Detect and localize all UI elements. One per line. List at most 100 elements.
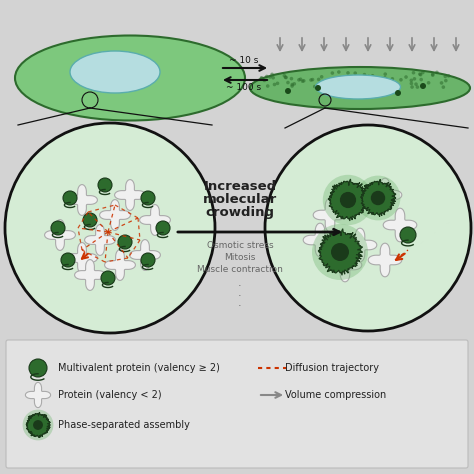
Circle shape [276, 82, 279, 85]
Circle shape [399, 78, 403, 82]
Circle shape [385, 78, 389, 81]
Circle shape [268, 75, 272, 79]
Polygon shape [318, 228, 363, 275]
Circle shape [412, 71, 415, 74]
Circle shape [329, 78, 333, 82]
Text: molecular: molecular [203, 193, 277, 206]
Circle shape [337, 85, 340, 88]
Circle shape [320, 75, 323, 79]
Polygon shape [84, 225, 115, 255]
Circle shape [176, 156, 183, 164]
Text: .: . [238, 278, 242, 288]
Circle shape [341, 82, 345, 85]
Circle shape [410, 85, 414, 89]
Polygon shape [343, 228, 377, 262]
Circle shape [391, 77, 394, 81]
Circle shape [284, 75, 287, 79]
Circle shape [331, 243, 349, 261]
Polygon shape [328, 183, 362, 217]
Circle shape [312, 224, 368, 280]
Circle shape [342, 82, 346, 85]
Circle shape [97, 159, 103, 166]
Circle shape [367, 74, 371, 78]
Circle shape [301, 80, 304, 83]
Circle shape [435, 71, 439, 74]
Circle shape [340, 192, 356, 208]
Circle shape [383, 73, 387, 76]
Polygon shape [140, 205, 170, 236]
Polygon shape [105, 250, 136, 281]
Circle shape [283, 74, 286, 77]
Ellipse shape [250, 67, 470, 109]
Circle shape [292, 82, 296, 86]
Text: .: . [238, 298, 242, 308]
Circle shape [363, 73, 366, 76]
Circle shape [330, 71, 334, 75]
Circle shape [372, 82, 376, 85]
Circle shape [346, 82, 349, 86]
Text: .: . [238, 288, 242, 298]
Polygon shape [328, 248, 362, 282]
Circle shape [5, 123, 215, 333]
Circle shape [260, 76, 264, 80]
Circle shape [447, 74, 450, 78]
Circle shape [98, 178, 112, 192]
Circle shape [260, 77, 263, 81]
Circle shape [51, 221, 65, 235]
Polygon shape [67, 243, 97, 273]
Polygon shape [328, 179, 368, 221]
Polygon shape [100, 200, 130, 230]
Circle shape [141, 191, 155, 205]
Circle shape [370, 85, 374, 89]
Circle shape [29, 359, 47, 377]
Circle shape [440, 81, 443, 85]
Polygon shape [129, 239, 160, 270]
Circle shape [23, 410, 54, 440]
Circle shape [359, 83, 363, 87]
Circle shape [83, 213, 97, 227]
Circle shape [420, 83, 426, 89]
Polygon shape [67, 184, 97, 215]
Circle shape [418, 73, 422, 76]
Circle shape [358, 82, 361, 86]
Circle shape [297, 78, 301, 82]
Polygon shape [26, 412, 50, 438]
Circle shape [313, 85, 317, 88]
Circle shape [431, 73, 435, 76]
Text: Multivalent protein (valency ≥ 2): Multivalent protein (valency ≥ 2) [58, 363, 220, 373]
Circle shape [291, 83, 294, 86]
Circle shape [162, 164, 168, 172]
Circle shape [444, 79, 447, 82]
Text: Muscle contraction: Muscle contraction [197, 265, 283, 274]
Circle shape [361, 80, 365, 83]
Circle shape [387, 83, 391, 87]
Text: Protein (valency < 2): Protein (valency < 2) [58, 390, 162, 400]
Polygon shape [26, 383, 51, 408]
Circle shape [413, 77, 416, 81]
Polygon shape [303, 223, 337, 257]
Circle shape [273, 82, 276, 86]
Circle shape [371, 74, 374, 78]
Circle shape [302, 79, 306, 82]
Circle shape [271, 76, 275, 80]
Circle shape [72, 153, 79, 159]
Circle shape [346, 71, 350, 75]
Ellipse shape [15, 36, 245, 120]
Polygon shape [115, 180, 146, 210]
Circle shape [444, 74, 447, 78]
Text: crowding: crowding [206, 206, 274, 219]
Circle shape [291, 84, 294, 88]
Polygon shape [313, 198, 347, 232]
Text: ~ 10 s: ~ 10 s [229, 56, 259, 65]
Circle shape [328, 83, 331, 87]
Text: Phase-separated assembly: Phase-separated assembly [58, 420, 190, 430]
Circle shape [372, 85, 376, 89]
Circle shape [323, 175, 373, 225]
Polygon shape [383, 208, 417, 242]
Text: Volume compression: Volume compression [285, 390, 386, 400]
Circle shape [263, 79, 266, 82]
Circle shape [317, 78, 320, 81]
Circle shape [286, 81, 290, 84]
Circle shape [343, 82, 347, 86]
Circle shape [442, 85, 445, 89]
